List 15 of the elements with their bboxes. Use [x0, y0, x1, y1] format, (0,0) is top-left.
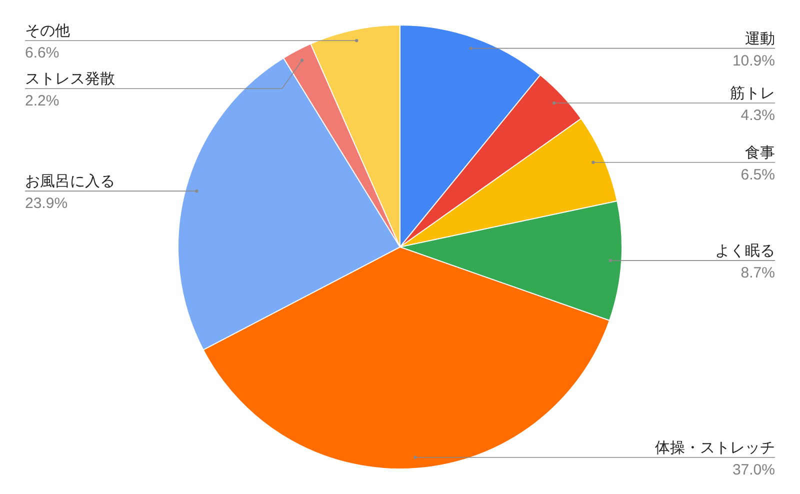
data-label: 37.0%	[732, 461, 775, 478]
slice-label: 食事	[745, 144, 775, 162]
data-label: 2.2%	[25, 92, 60, 110]
slice-label: お風呂に入る	[25, 173, 115, 190]
slice-label: 運動	[745, 30, 775, 48]
slice-label: その他	[25, 22, 70, 40]
data-label: 6.5%	[740, 166, 775, 184]
data-label: 10.9%	[732, 52, 775, 70]
slice-label: 体操・ストレッチ	[655, 439, 775, 456]
data-label: 23.9%	[25, 195, 68, 212]
slice-label: よく眠る	[715, 242, 775, 260]
slice-label: ストレス発散	[25, 70, 115, 88]
data-label: 4.3%	[740, 106, 775, 124]
data-label: 8.7%	[740, 264, 775, 282]
slice-label: 筋トレ	[730, 84, 775, 102]
